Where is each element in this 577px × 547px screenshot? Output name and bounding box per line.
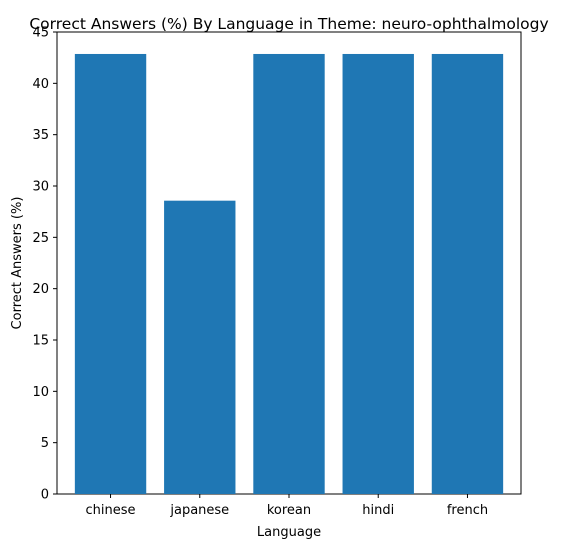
x-tick-label-chinese: chinese xyxy=(86,503,136,518)
y-tick-label: 30 xyxy=(32,180,49,195)
y-tick-label: 5 xyxy=(41,436,49,451)
y-tick-label: 40 xyxy=(32,77,49,92)
bars-group xyxy=(74,53,504,494)
bar-chinese xyxy=(74,53,147,494)
x-axis: chinese japanese korean hindi french xyxy=(86,494,488,518)
x-tick-label-hindi: hindi xyxy=(362,503,394,518)
y-axis: 0 5 10 15 20 25 30 35 40 45 xyxy=(32,26,57,503)
bar-french xyxy=(431,53,504,494)
y-tick-label: 15 xyxy=(32,334,49,349)
x-axis-label: Language xyxy=(257,525,321,540)
y-tick-label: 35 xyxy=(32,128,49,143)
y-tick-label: 0 xyxy=(41,488,49,503)
y-axis-label: Correct Answers (%) xyxy=(10,197,25,330)
bar-japanese xyxy=(164,200,236,494)
x-tick-label-french: french xyxy=(447,503,488,518)
x-tick-label-japanese: japanese xyxy=(169,503,229,518)
plot-area: 0 5 10 15 20 25 30 35 40 45 chinese japanese korean… xyxy=(32,26,522,518)
y-tick-label: 20 xyxy=(32,282,49,297)
bar-hindi xyxy=(342,53,414,494)
x-tick-label-korean: korean xyxy=(267,503,311,518)
y-tick-label: 45 xyxy=(32,26,49,41)
y-tick-label: 25 xyxy=(32,231,49,246)
y-tick-label: 10 xyxy=(32,385,49,400)
chart-title: Correct Answers (%) By Language in Theme… xyxy=(29,15,548,33)
bar-korean xyxy=(253,53,325,494)
